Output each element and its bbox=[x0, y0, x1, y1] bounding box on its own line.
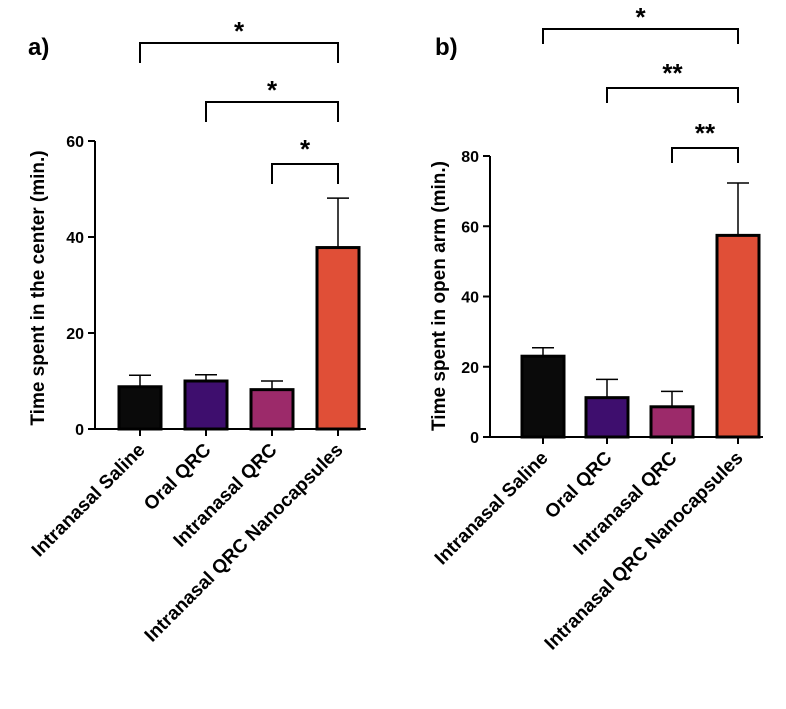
y-tick-label-0: 0 bbox=[470, 430, 479, 447]
significance-label-2: ** bbox=[662, 58, 683, 88]
y-tick-label-0: 0 bbox=[75, 422, 84, 439]
bar-4 bbox=[315, 246, 361, 431]
significance-bracket-2 bbox=[205, 101, 339, 122]
significance-label-3: * bbox=[300, 134, 311, 164]
significance-label-1: * bbox=[635, 2, 646, 32]
y-tick-label-60: 60 bbox=[66, 134, 84, 151]
significance-bracket-2 bbox=[606, 87, 739, 103]
bar-1 bbox=[520, 354, 566, 439]
significance-bracket-1 bbox=[542, 28, 739, 44]
category-label-1: Intranasal Saline bbox=[431, 448, 553, 570]
significance-label-1: * bbox=[234, 16, 245, 46]
y-axis-label: Time spent in the center (min.) bbox=[28, 150, 49, 425]
significance-bracket-1 bbox=[139, 42, 339, 63]
significance-label-2: * bbox=[267, 75, 278, 105]
y-tick-label-20: 20 bbox=[66, 326, 84, 343]
bar-1 bbox=[117, 385, 163, 431]
category-label-1: Intranasal Saline bbox=[28, 440, 150, 562]
bar-2 bbox=[584, 396, 630, 439]
panel-label: a) bbox=[28, 34, 49, 61]
panel-a: a) Time spent in the center (min.) 0 20 40 60… bbox=[28, 16, 366, 646]
y-tick-label-80: 80 bbox=[461, 149, 479, 166]
bar-3 bbox=[249, 388, 295, 431]
y-tick-label-40: 40 bbox=[66, 230, 84, 247]
significance-bracket-3 bbox=[271, 163, 339, 184]
y-tick-label-60: 60 bbox=[461, 219, 479, 236]
y-tick-label-20: 20 bbox=[461, 360, 479, 377]
significance-label-3: ** bbox=[695, 118, 716, 148]
panel-b: b) Time spent in open arm (min.) 0 20 40 60 80… bbox=[429, 2, 763, 654]
bar-3 bbox=[649, 405, 695, 439]
y-tick-label-40: 40 bbox=[461, 290, 479, 307]
significance-bracket-3 bbox=[671, 147, 739, 163]
bar-2 bbox=[183, 379, 229, 431]
bar-4 bbox=[715, 233, 761, 439]
panel-label: b) bbox=[435, 34, 458, 61]
y-axis-label: Time spent in open arm (min.) bbox=[429, 161, 450, 431]
